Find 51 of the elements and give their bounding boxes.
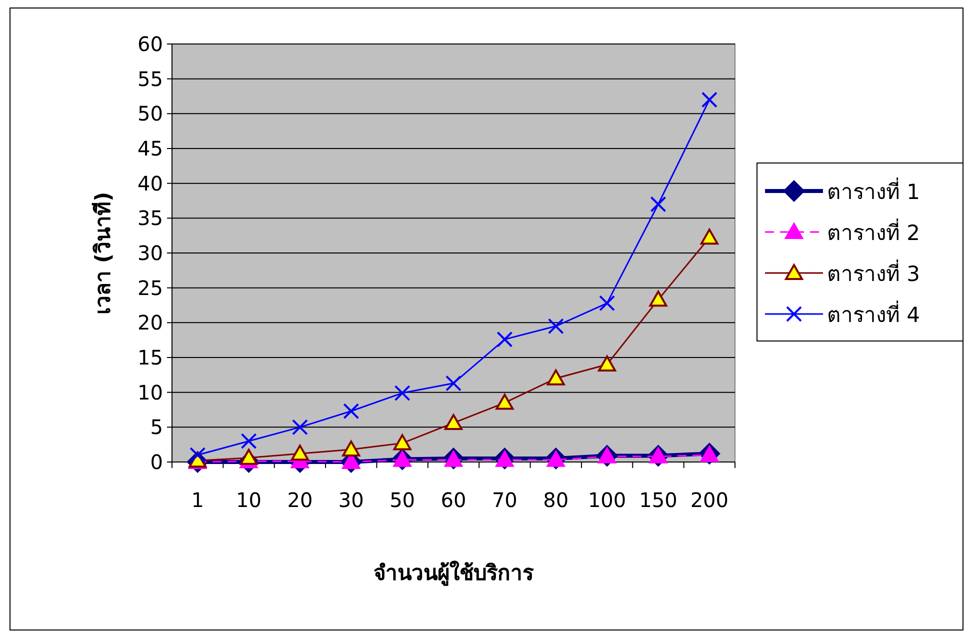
x-tick-label: 200	[690, 488, 729, 512]
y-tick-label: 0	[150, 450, 163, 474]
point	[701, 92, 718, 108]
point	[292, 419, 308, 436]
point	[599, 295, 616, 312]
x-tick-label: 50	[390, 488, 416, 512]
point	[548, 318, 564, 334]
point	[546, 369, 565, 386]
point	[240, 448, 258, 465]
y-tick-label: 10	[138, 380, 163, 404]
point	[446, 375, 462, 392]
point	[343, 403, 360, 420]
point	[700, 228, 718, 245]
legend-label: ตารางที่ 3	[827, 259, 920, 286]
point	[444, 414, 462, 430]
x-tick-label: 60	[440, 488, 466, 512]
x-tick-label: 100	[588, 488, 626, 512]
x-tick-label: 20	[287, 488, 313, 512]
x-tick-label: 70	[492, 488, 518, 512]
point	[290, 444, 309, 461]
x-tick-label: 10	[236, 488, 262, 512]
legend-label: ตารางที่ 1	[827, 177, 920, 204]
y-tick-label: 35	[138, 206, 163, 230]
y-tick-label: 45	[138, 136, 163, 160]
point	[393, 450, 412, 467]
y-tick-label: 5	[150, 415, 163, 440]
x-tick-label: 30	[338, 488, 364, 512]
legend-label: ตารางที่ 4	[827, 300, 920, 327]
y-axis-title: เวลา (วินาที)	[91, 192, 115, 314]
point	[598, 355, 616, 372]
legend-label: ตารางที่ 2	[827, 218, 920, 245]
point	[240, 433, 257, 450]
point	[650, 196, 666, 212]
y-tick-label: 50	[138, 102, 163, 126]
y-tick-label: 55	[138, 66, 163, 91]
point	[393, 434, 412, 450]
x-axis-title: จำนวนผู้ใช้บริการ	[374, 560, 534, 587]
x-tick-label: 1	[191, 488, 204, 512]
y-tick-label: 60	[138, 32, 163, 56]
x-tick-label: 80	[543, 488, 569, 512]
point	[649, 290, 668, 307]
point	[496, 394, 514, 410]
y-tick-label: 20	[138, 310, 163, 335]
point	[394, 385, 410, 402]
point	[342, 440, 360, 456]
y-tick-label: 30	[138, 241, 163, 265]
point	[496, 331, 513, 348]
y-tick-label: 40	[138, 171, 163, 196]
y-tick-label: 15	[138, 346, 163, 370]
x-tick-label: 150	[639, 488, 678, 512]
y-tick-label: 25	[138, 276, 163, 300]
